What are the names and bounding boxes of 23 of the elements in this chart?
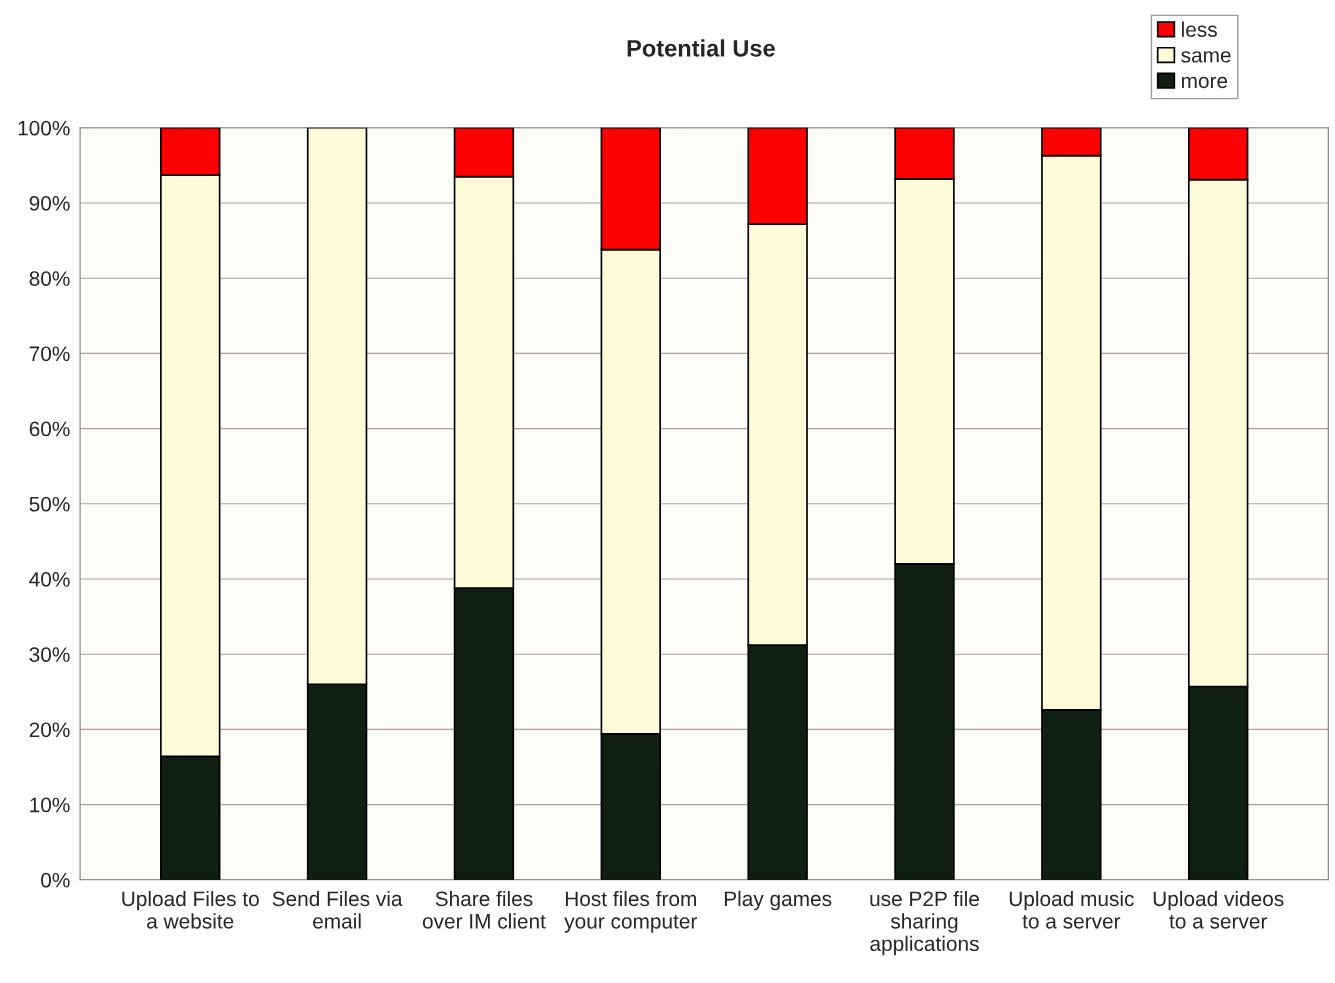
y-tick-label: 100% (18, 120, 70, 136)
x-tick-label: use P2P file sharing applications (870, 890, 979, 956)
y-tick-label: 20% (29, 722, 70, 738)
y-tick-label: 90% (29, 195, 70, 211)
y-tick-label: 30% (29, 647, 70, 662)
x-tick-label: Play games (724, 890, 832, 911)
y-tick-label: 0% (41, 872, 70, 888)
y-tick-label: 40% (29, 571, 70, 587)
legend-label: same (1181, 51, 1231, 63)
x-tick-label: Upload Files to a website (122, 890, 259, 929)
y-tick-label: 80% (29, 271, 70, 286)
y-tick-label: 70% (29, 346, 70, 362)
x-tick-label: Upload videos to a server (1153, 890, 1284, 929)
y-tick-label: 60% (29, 421, 70, 437)
x-tick-label: Host files from your computer (564, 890, 698, 933)
chart-title: Potential Use (627, 39, 775, 57)
legend-label: less (1182, 21, 1217, 37)
y-tick-label: 10% (30, 797, 70, 813)
legend-label: more (1182, 76, 1228, 89)
x-tick-label: Share files over IM client (422, 890, 546, 929)
y-tick-label: 50% (29, 496, 70, 512)
x-tick-label: Send Files via email (272, 890, 403, 929)
x-tick-label: Upload music to a server (1009, 890, 1134, 929)
